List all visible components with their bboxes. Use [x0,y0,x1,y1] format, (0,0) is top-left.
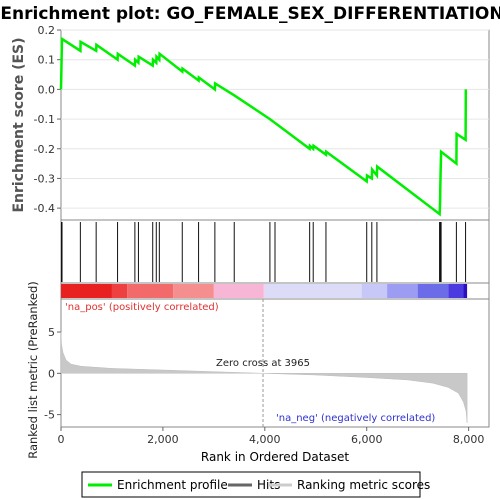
metric-y-ticks: 5 0 -5 [44,326,61,422]
metric-panel-frame [60,298,490,428]
gradient-segment [448,284,464,298]
gradient-segment [463,284,468,298]
gradient-segment [213,284,264,298]
es-y-tick-label: -0.2 [34,143,55,156]
x-tick-label: 6,000 [351,433,383,446]
es-y-tick-label: -0.1 [34,113,55,126]
gradient-segment [264,284,362,298]
negative-label: 'na_neg' (negatively correlated) [276,413,435,424]
gradient-segment [417,284,449,298]
x-tick-label: 0 [58,433,65,446]
legend-label-metric: Ranking metric scores [297,478,430,492]
legend-box [81,471,421,498]
zero-cross-label: Zero cross at 3965 [216,358,310,369]
gradient-segment [173,284,214,298]
ranking-gradient-bar [61,284,468,298]
es-panel-frame [60,29,490,221]
x-tick-label: 8,000 [453,433,485,446]
metric-y-tick-label: -5 [44,409,55,422]
gradient-segment [361,284,388,298]
gradient-segment [111,284,128,298]
x-tick-label: 4,000 [249,433,281,446]
es-y-tick-label: 0.0 [38,83,56,96]
es-y-ticks: 0.2 0.1 0.0 -0.1 -0.2 -0.3 -0.4 [34,24,61,215]
enrichment-profile-line [59,36,468,217]
x-tick-label: 2,000 [147,433,179,446]
x-axis-label: Rank in Ordered Dataset [201,450,349,464]
metric-y-axis-label: Ranked list metric (PreRanked) [26,281,40,459]
chart-title: Enrichment plot: GO_FEMALE_SEX_DIFFERENT… [0,4,500,24]
x-axis-ticks: 0 2,000 4,000 6,000 8,000 [58,427,485,446]
legend-label-enrichment: Enrichment profile [117,478,228,492]
es-y-axis-label: Enrichment score (ES) [11,37,27,212]
positive-label: 'na_pos' (positively correlated) [65,302,219,313]
es-y-tick-label: -0.4 [34,202,55,215]
ranking-metric-area [60,331,468,423]
metric-y-tick-label: 0 [48,367,55,380]
es-y-tick-label: -0.3 [34,172,55,185]
es-y-tick-label: 0.1 [38,54,56,67]
gradient-segment [61,284,112,298]
metric-y-tick-label: 5 [48,326,55,339]
es-gridlines [61,29,489,209]
hit-markers [61,222,467,282]
gradient-segment [263,284,265,298]
gradient-segment [127,284,174,298]
es-y-tick-label: 0.2 [38,24,56,37]
gradient-segment [387,284,418,298]
